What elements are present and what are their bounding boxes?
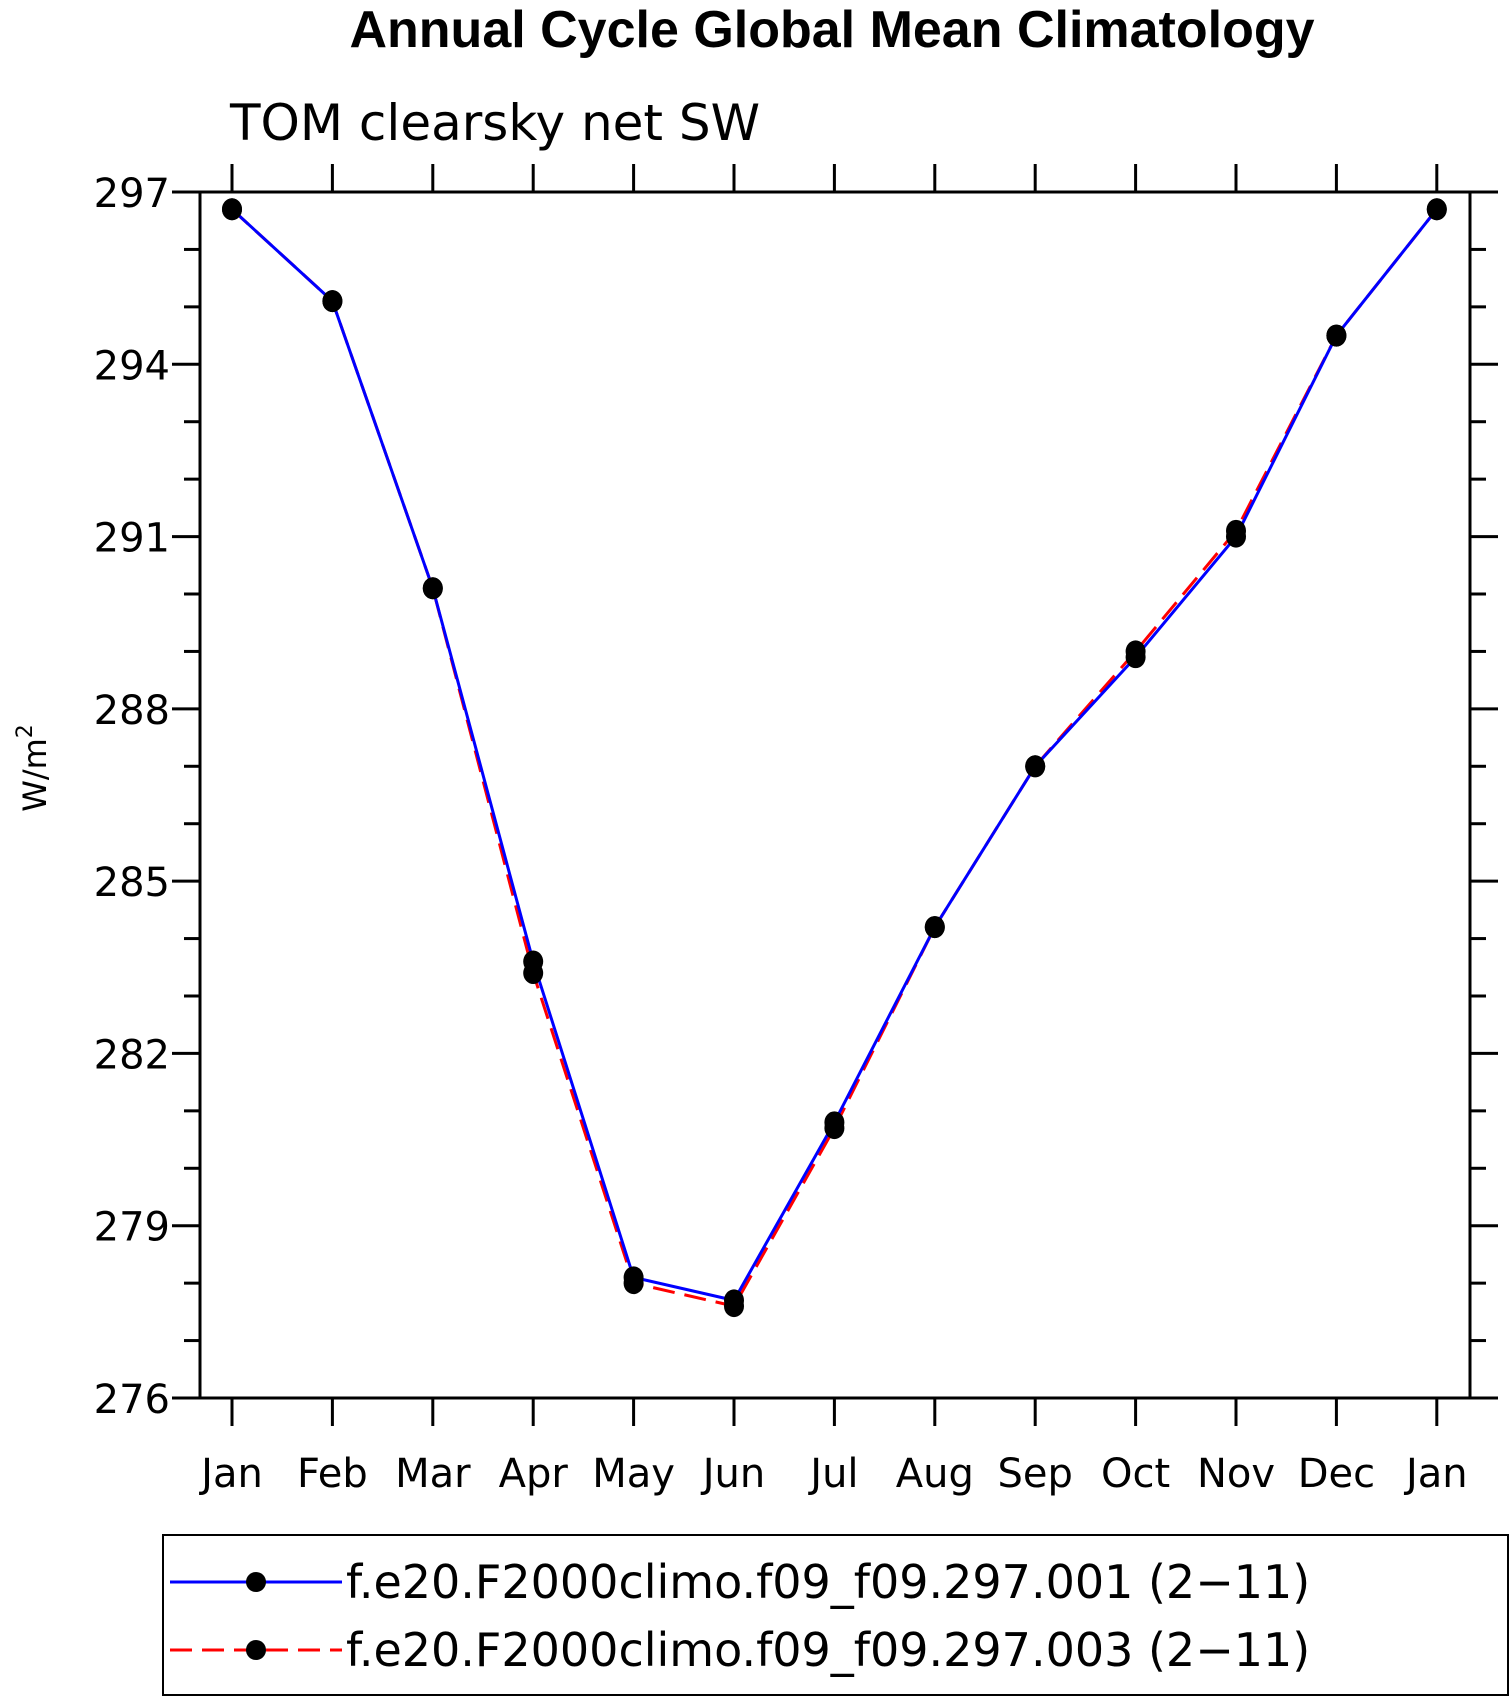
series-line-2 <box>230 208 1438 1308</box>
series-1-point <box>1326 324 1347 347</box>
y-tick-label: 288 <box>94 688 170 734</box>
x-tick-label: Sep <box>998 1451 1073 1497</box>
x-tick-label: Dec <box>1298 1451 1375 1497</box>
x-tick-label: Jan <box>198 1451 263 1497</box>
x-tick-label: May <box>592 1451 675 1497</box>
legend: f.e20.F2000climo.f09_f09.297.001 (2−11) f… <box>162 1534 1509 1696</box>
legend-marker-1 <box>246 1572 266 1592</box>
y-axis-label-superscript: 2 <box>13 724 38 738</box>
series-1-point <box>924 916 945 939</box>
series-1-point <box>322 290 343 313</box>
x-tick-label: Jan <box>1403 1451 1468 1497</box>
chart-title: Annual Cycle Global Mean Climatology <box>349 1 1314 59</box>
series-1-point <box>623 1266 644 1289</box>
chart-subtitle: TOM clearsky net SW <box>229 94 760 152</box>
series-1-point <box>824 1111 845 1134</box>
axis-tick-labels: Jan Feb Mar Apr May Jun Jul Aug Sep Oct Nov Dec Jan 2… <box>94 171 1468 1497</box>
x-tick-label: Aug <box>896 1451 974 1497</box>
series-1-point <box>1226 525 1246 548</box>
x-tick-label: Apr <box>499 1451 569 1497</box>
series-1-point <box>724 1289 744 1312</box>
series-1-point <box>1125 646 1146 669</box>
svg-text:W/m2: W/m2 <box>13 724 54 812</box>
axis-ticks <box>172 164 1498 1426</box>
y-tick-label: 294 <box>94 343 170 389</box>
series-1-point <box>523 950 544 973</box>
series-layer <box>222 198 1447 1318</box>
legend-label-2: f.e20.F2000climo.f09_f09.297.003 (2−11) <box>346 1623 1310 1677</box>
series-1-point <box>1025 755 1046 778</box>
x-tick-label: Oct <box>1101 1451 1170 1497</box>
legend-box <box>162 1534 1509 1696</box>
legend-marker-2 <box>246 1640 266 1660</box>
series-1-point <box>222 198 242 221</box>
y-axis-label: W/m2 <box>13 724 54 812</box>
x-tick-label: Mar <box>395 1451 471 1497</box>
y-tick-label: 276 <box>94 1377 170 1423</box>
y-axis-label-base: W/m <box>16 738 54 812</box>
legend-label-1: f.e20.F2000climo.f09_f09.297.001 (2−11) <box>346 1555 1310 1609</box>
y-tick-label: 282 <box>94 1032 170 1078</box>
series-1-point <box>1426 198 1447 221</box>
y-tick-label: 285 <box>94 860 170 906</box>
y-tick-label: 279 <box>94 1205 170 1251</box>
x-tick-label: Feb <box>297 1451 368 1497</box>
x-tick-label: Jul <box>807 1451 858 1497</box>
x-tick-label: Nov <box>1197 1451 1275 1497</box>
y-tick-label: 291 <box>94 516 170 562</box>
y-tick-label: 297 <box>94 171 170 217</box>
plot-frame <box>198 190 1472 1400</box>
x-tick-label: Jun <box>700 1451 766 1497</box>
series-1-point <box>422 577 443 600</box>
